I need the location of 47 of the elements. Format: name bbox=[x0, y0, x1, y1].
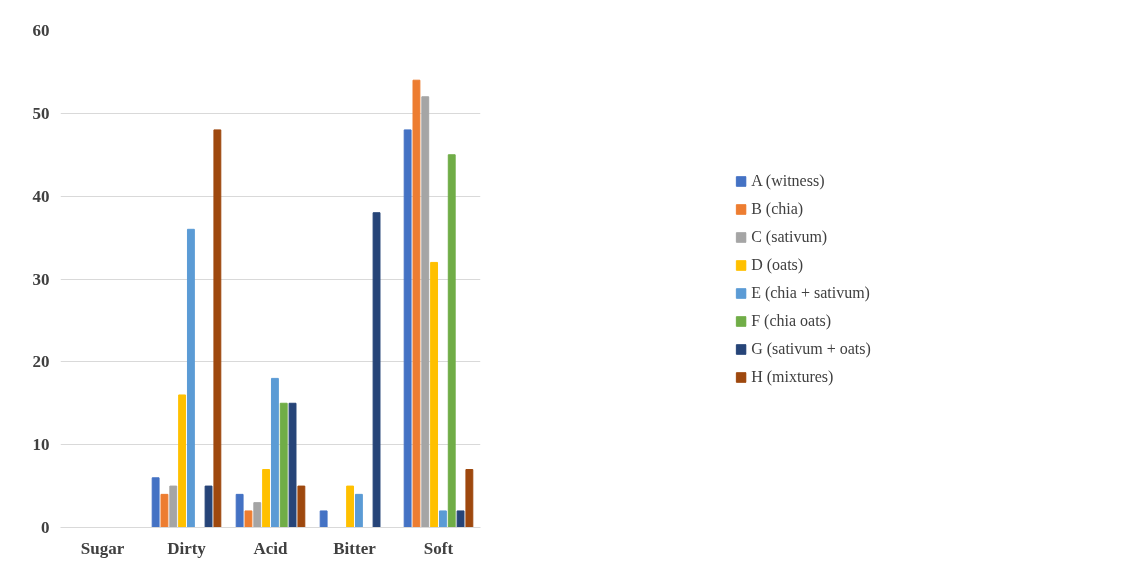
legend-label: B (chia) bbox=[751, 199, 804, 218]
legend-label: A (witness) bbox=[751, 171, 825, 190]
legend-label: F (chia oats) bbox=[751, 311, 832, 330]
bar bbox=[403, 129, 412, 528]
bar bbox=[354, 493, 363, 528]
bar bbox=[346, 485, 355, 528]
bar bbox=[169, 485, 178, 528]
y-tick-label: 0 bbox=[41, 518, 50, 537]
y-tick-label: 20 bbox=[32, 352, 50, 372]
x-tick-label: Soft bbox=[423, 538, 454, 558]
legend-label: G (sativum + oats) bbox=[751, 339, 871, 358]
bar bbox=[262, 469, 271, 528]
bar bbox=[430, 261, 439, 528]
bar bbox=[151, 477, 160, 528]
bar bbox=[235, 493, 244, 528]
bar bbox=[279, 402, 288, 528]
bar bbox=[186, 228, 195, 528]
bar bbox=[297, 485, 306, 528]
y-tick-label: 60 bbox=[32, 21, 50, 40]
x-tick-label: Sugar bbox=[80, 538, 125, 558]
bar bbox=[204, 485, 213, 528]
legend-label: C (sativum) bbox=[751, 227, 828, 246]
x-tick-label: Dirty bbox=[167, 538, 207, 558]
bar bbox=[319, 510, 328, 528]
bar bbox=[288, 402, 297, 528]
x-tick-label: Bitter bbox=[333, 538, 377, 558]
legend-label: H (mixtures) bbox=[751, 367, 834, 386]
bar bbox=[421, 96, 430, 528]
legend-label: D (oats) bbox=[751, 255, 804, 274]
x-tick-label: Acid bbox=[253, 538, 289, 558]
bar bbox=[465, 469, 474, 528]
y-tick-label: 30 bbox=[32, 269, 50, 289]
bar bbox=[160, 493, 169, 528]
bar bbox=[244, 510, 253, 528]
bar bbox=[447, 154, 456, 528]
bar bbox=[213, 129, 222, 528]
bar bbox=[456, 510, 465, 528]
bar bbox=[178, 394, 187, 528]
bar bbox=[270, 377, 279, 528]
y-tick-label: 50 bbox=[32, 103, 50, 123]
bar bbox=[412, 79, 421, 528]
legend-label: E (chia + sativum) bbox=[751, 283, 870, 302]
bar bbox=[372, 212, 381, 528]
bar bbox=[438, 510, 447, 528]
y-tick-label: 10 bbox=[32, 435, 50, 455]
bar bbox=[253, 502, 262, 528]
y-tick-label: 40 bbox=[32, 186, 50, 206]
